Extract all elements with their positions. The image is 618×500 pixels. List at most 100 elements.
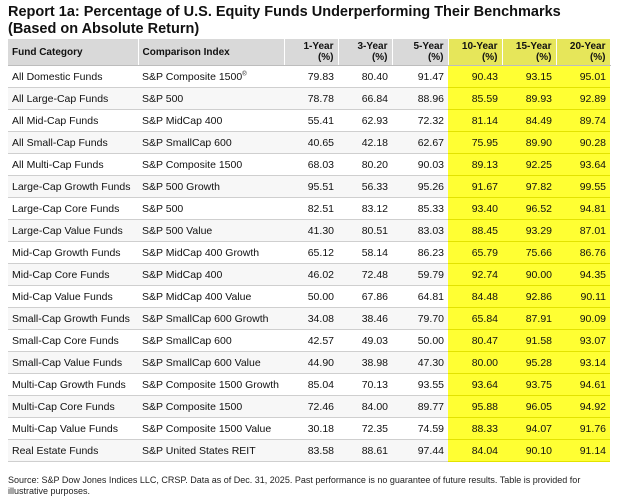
header-5-year-unit: (%)	[427, 52, 444, 63]
value-10-year: 95.88	[448, 395, 502, 418]
source-note: Source: S&P Dow Jones Indices LLC, CRSP.…	[8, 475, 581, 496]
value-3-year: 80.40	[338, 65, 392, 88]
table-row: All Mid-Cap Funds S&P MidCap 400 55.41 62.9…	[8, 109, 610, 132]
value-3-year: 38.98	[338, 351, 392, 374]
report-title: Report 1a: Percentage of U.S. Equity Fun…	[8, 4, 608, 38]
value-5-year: 88.96	[392, 87, 448, 110]
header-10-year-label: 10-Year	[461, 41, 498, 52]
header-20-year-unit: (%)	[589, 52, 606, 63]
value-5-year: 72.32	[392, 109, 448, 132]
value-5-year: 93.55	[392, 373, 448, 396]
value-5-year: 62.67	[392, 131, 448, 154]
value-15-year: 93.29	[502, 219, 556, 242]
value-5-year: 79.70	[392, 307, 448, 330]
header-3-year-label: 3-Year	[357, 41, 388, 52]
value-20-year: 86.76	[556, 241, 610, 264]
value-15-year: 75.66	[502, 241, 556, 264]
comparison-index-cell: S&P Composite 1500 Growth	[138, 373, 284, 396]
fund-category-cell: Multi-Cap Growth Funds	[8, 373, 138, 396]
value-15-year: 84.49	[502, 109, 556, 132]
fund-category-cell: Small-Cap Value Funds	[8, 351, 138, 374]
value-3-year: 58.14	[338, 241, 392, 264]
fund-category-cell: Mid-Cap Core Funds	[8, 263, 138, 286]
table-body: All Domestic Funds S&P Composite 1500® 79.…	[8, 65, 610, 462]
value-15-year: 93.75	[502, 373, 556, 396]
value-10-year: 65.79	[448, 241, 502, 264]
index-name: S&P Composite 1500	[142, 70, 243, 83]
table-row: All Domestic Funds S&P Composite 1500® 79.…	[8, 65, 610, 88]
value-3-year: 72.48	[338, 263, 392, 286]
fund-category-cell: Small-Cap Growth Funds	[8, 307, 138, 330]
fund-category-cell: All Multi-Cap Funds	[8, 153, 138, 176]
header-15-year: 15-Year (%)	[502, 39, 557, 66]
value-10-year: 65.84	[448, 307, 502, 330]
value-3-year: 88.61	[338, 439, 392, 462]
comparison-index-cell: S&P 500	[138, 87, 284, 110]
comparison-index-cell: S&P MidCap 400 Growth	[138, 241, 284, 264]
value-20-year: 94.81	[556, 197, 610, 220]
value-3-year: 84.00	[338, 395, 392, 418]
value-10-year: 93.40	[448, 197, 502, 220]
value-1-year: 82.51	[284, 197, 338, 220]
value-10-year: 88.45	[448, 219, 502, 242]
value-1-year: 30.18	[284, 417, 338, 440]
value-1-year: 72.46	[284, 395, 338, 418]
value-15-year: 95.28	[502, 351, 556, 374]
value-20-year: 87.01	[556, 219, 610, 242]
header-1-year-label: 1-Year	[303, 41, 334, 52]
report-title-line1: Report 1a: Percentage of U.S. Equity Fun…	[8, 4, 561, 20]
fund-category-cell: All Domestic Funds	[8, 65, 138, 88]
value-20-year: 90.09	[556, 307, 610, 330]
value-1-year: 55.41	[284, 109, 338, 132]
value-1-year: 34.08	[284, 307, 338, 330]
value-1-year: 83.58	[284, 439, 338, 462]
header-20-year: 20-Year (%)	[556, 39, 611, 66]
table-row: All Multi-Cap Funds S&P Composite 1500 68.…	[8, 153, 610, 176]
fund-category-cell: Multi-Cap Core Funds	[8, 395, 138, 418]
value-5-year: 83.03	[392, 219, 448, 242]
fund-category-cell: Large-Cap Value Funds	[8, 219, 138, 242]
table-row: Multi-Cap Growth Funds S&P Composite 1500…	[8, 373, 610, 396]
value-5-year: 95.26	[392, 175, 448, 198]
value-3-year: 62.93	[338, 109, 392, 132]
value-3-year: 42.18	[338, 131, 392, 154]
table-row: Mid-Cap Value Funds S&P MidCap 400 Value 5…	[8, 285, 610, 308]
value-20-year: 91.76	[556, 417, 610, 440]
table-row: Small-Cap Growth Funds S&P SmallCap 600 G…	[8, 307, 610, 330]
value-20-year: 92.89	[556, 87, 610, 110]
table-row: Real Estate Funds S&P United States REIT 8…	[8, 439, 610, 462]
value-20-year: 99.55	[556, 175, 610, 198]
value-20-year: 94.35	[556, 263, 610, 286]
underperformance-table: Fund Category Comparison Index 1-Year (%)…	[8, 39, 611, 462]
value-1-year: 42.57	[284, 329, 338, 352]
table-row: All Large-Cap Funds S&P 500 78.78 66.84 88.9…	[8, 87, 610, 110]
value-5-year: 90.03	[392, 153, 448, 176]
value-5-year: 86.23	[392, 241, 448, 264]
value-20-year: 93.07	[556, 329, 610, 352]
value-5-year: 89.77	[392, 395, 448, 418]
table-row: Multi-Cap Value Funds S&P Composite 1500 …	[8, 417, 610, 440]
value-15-year: 89.90	[502, 131, 556, 154]
value-1-year: 50.00	[284, 285, 338, 308]
value-15-year: 89.93	[502, 87, 556, 110]
value-1-year: 41.30	[284, 219, 338, 242]
fund-category-cell: All Mid-Cap Funds	[8, 109, 138, 132]
value-5-year: 85.33	[392, 197, 448, 220]
fund-category-cell: All Small-Cap Funds	[8, 131, 138, 154]
comparison-index-cell: S&P 500 Growth	[138, 175, 284, 198]
fund-category-cell: Large-Cap Core Funds	[8, 197, 138, 220]
value-15-year: 94.07	[502, 417, 556, 440]
table-row: Mid-Cap Core Funds S&P MidCap 400 46.02 72.…	[8, 263, 610, 286]
table-header-row: Fund Category Comparison Index 1-Year (%)…	[8, 39, 611, 66]
value-10-year: 89.13	[448, 153, 502, 176]
comparison-index-cell: S&P Composite 1500 Value	[138, 417, 284, 440]
value-3-year: 49.03	[338, 329, 392, 352]
value-1-year: 68.03	[284, 153, 338, 176]
value-20-year: 91.14	[556, 439, 610, 462]
value-10-year: 88.33	[448, 417, 502, 440]
header-1-year-unit: (%)	[317, 52, 334, 63]
value-1-year: 65.12	[284, 241, 338, 264]
report-title-line2: (Based on Absolute Return)	[8, 21, 200, 37]
value-10-year: 91.67	[448, 175, 502, 198]
value-20-year: 95.01	[556, 65, 610, 88]
